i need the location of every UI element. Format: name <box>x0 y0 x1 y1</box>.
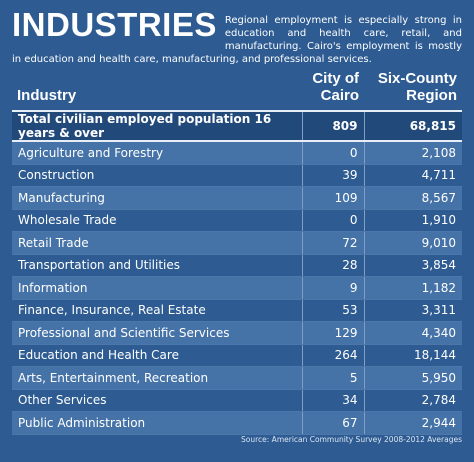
value-cell: 264 <box>302 344 365 367</box>
value-cell: 2,944 <box>364 411 462 435</box>
industry-cell: Information <box>12 276 303 300</box>
value-cell: 18,144 <box>364 344 462 367</box>
title: INDUSTRIES <box>12 6 217 43</box>
value-cell: 9 <box>302 276 365 300</box>
table-row: Agriculture and Forestry 0 2,108 <box>12 141 462 165</box>
value-cell: 809 <box>302 111 365 142</box>
header: INDUSTRIES Regional employment is especi… <box>12 8 462 66</box>
industry-cell: Transportation and Utilities <box>12 254 303 277</box>
value-cell: 34 <box>302 389 365 412</box>
value-cell: 39 <box>302 164 365 187</box>
value-cell: 9,010 <box>364 231 462 255</box>
value-cell: 5 <box>302 366 365 390</box>
industry-cell: Manufacturing <box>12 186 303 210</box>
industry-cell: Other Services <box>12 389 303 412</box>
value-cell: 3,311 <box>364 299 462 322</box>
value-cell: 3,854 <box>364 254 462 277</box>
table-row: Retail Trade 72 9,010 <box>12 231 462 255</box>
table-row: Professional and Scientific Services 129 4… <box>12 321 462 345</box>
table-row: Arts, Entertainment, Recreation 5 5,950 <box>12 366 462 390</box>
table-row: Total civilian employed population 16 ye… <box>12 111 462 142</box>
value-cell: 2,784 <box>364 389 462 412</box>
industry-cell: Arts, Entertainment, Recreation <box>12 366 303 390</box>
table-row: Education and Health Care 264 18,144 <box>12 344 462 367</box>
industry-cell: Agriculture and Forestry <box>12 141 303 165</box>
value-cell: 4,340 <box>364 321 462 345</box>
table-row: Information 9 1,182 <box>12 276 462 300</box>
column-header: Six-County Region <box>364 68 462 112</box>
value-cell: 0 <box>302 141 365 165</box>
description: Regional employment is especially strong… <box>12 15 462 65</box>
value-cell: 1,182 <box>364 276 462 300</box>
industry-cell: Wholesale Trade <box>12 209 303 232</box>
value-cell: 1,910 <box>364 209 462 232</box>
value-cell: 4,711 <box>364 164 462 187</box>
value-cell: 0 <box>302 209 365 232</box>
value-cell: 72 <box>302 231 365 255</box>
value-cell: 68,815 <box>364 111 462 142</box>
value-cell: 129 <box>302 321 365 345</box>
industry-table: Industry City of Cairo Six-County Region… <box>12 68 462 435</box>
industry-cell: Finance, Insurance, Real Estate <box>12 299 303 322</box>
industry-cell: Retail Trade <box>12 231 303 255</box>
value-cell: 2,108 <box>364 141 462 165</box>
industry-cell: Total civilian employed population 16 ye… <box>12 111 303 142</box>
industry-cell: Public Administration <box>12 411 303 435</box>
table-row: Construction 39 4,711 <box>12 164 462 187</box>
industry-cell: Construction <box>12 164 303 187</box>
table-row: Other Services 34 2,784 <box>12 389 462 412</box>
industry-cell: Education and Health Care <box>12 344 303 367</box>
table-row: Transportation and Utilities 28 3,854 <box>12 254 462 277</box>
table-row: Finance, Insurance, Real Estate 53 3,311 <box>12 299 462 322</box>
table-row: Manufacturing 109 8,567 <box>12 186 462 210</box>
value-cell: 109 <box>302 186 365 210</box>
table-body: Total civilian employed population 16 ye… <box>12 111 462 435</box>
column-header: City of Cairo <box>302 68 364 112</box>
industry-cell: Professional and Scientific Services <box>12 321 303 345</box>
header-row: Industry City of Cairo Six-County Region <box>12 68 462 112</box>
value-cell: 53 <box>302 299 365 322</box>
value-cell: 28 <box>302 254 365 277</box>
source: Source: American Community Survey 2008-2… <box>241 435 462 444</box>
column-header: Industry <box>12 68 302 112</box>
value-cell: 8,567 <box>364 186 462 210</box>
value-cell: 5,950 <box>364 366 462 390</box>
value-cell: 67 <box>302 411 365 435</box>
table-row: Public Administration 67 2,944 <box>12 411 462 435</box>
table-row: Wholesale Trade 0 1,910 <box>12 209 462 232</box>
